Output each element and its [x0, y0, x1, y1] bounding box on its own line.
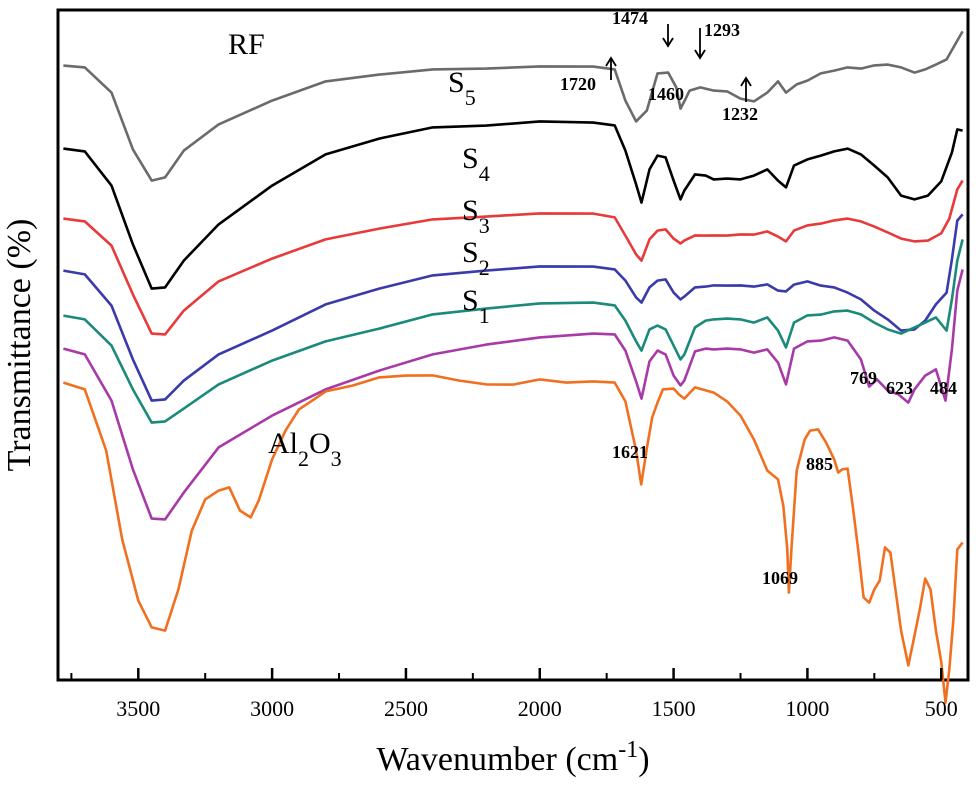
series-layer [63, 30, 964, 704]
annotation-769: 769 [850, 368, 877, 388]
annotation-arrowhead-1720 [605, 56, 617, 67]
annotation-1621: 1621 [612, 442, 648, 462]
series-line-s2 [63, 239, 964, 424]
annotation-1293: 1293 [704, 20, 740, 40]
annotation-885: 885 [806, 454, 833, 474]
x-tick-label: 1500 [652, 696, 696, 721]
series-label-s1: S1 [462, 284, 490, 328]
x-tick-label: 1000 [785, 696, 829, 721]
x-tick-label: 3500 [116, 696, 160, 721]
x-tick-label: 3000 [250, 696, 294, 721]
annotation-1232: 1232 [722, 104, 758, 124]
series-label-rf: RF [228, 28, 265, 61]
x-tick-label: 2000 [518, 696, 562, 721]
annotation-1069: 1069 [762, 568, 798, 588]
peak-annotations: 1474 1293 1720 1460 1232 1621 769 623 484 885 1069 [560, 8, 957, 588]
series-label-s3: S3 [462, 194, 490, 238]
series-label-al2o3: Al2O3 [268, 427, 342, 471]
x-tick-label: 500 [925, 696, 958, 721]
annotation-1720: 1720 [560, 74, 596, 94]
series-line-s3 [63, 213, 964, 402]
annotation-623: 623 [886, 378, 913, 398]
series-label-s4: S4 [462, 142, 490, 186]
annotation-1474: 1474 [612, 8, 648, 28]
annotation-arrowhead-1232 [740, 76, 752, 87]
series-line-s4 [63, 179, 964, 336]
series-line-s1 [63, 269, 964, 521]
annotation-1460: 1460 [648, 84, 684, 104]
annotation-arrowhead-1293 [694, 49, 706, 60]
series-label-s5: S5 [448, 66, 476, 110]
series-label-s2: S2 [462, 236, 490, 280]
series-line-rf [63, 30, 964, 182]
x-tick-label: 2500 [384, 696, 428, 721]
annotation-arrowhead-1474 [662, 37, 674, 48]
annotation-484: 484 [930, 378, 957, 398]
series-line-al2o3 [63, 374, 964, 704]
plot-frame [56, 8, 970, 682]
x-axis-ticks: 3500 3000 2500 2000 1500 1000 500 [70, 668, 958, 721]
y-axis-title: Transmittance (%) [1, 219, 38, 472]
x-axis-title: Wavenumber (cm-1) [376, 737, 649, 778]
series-line-s5 [63, 120, 963, 290]
